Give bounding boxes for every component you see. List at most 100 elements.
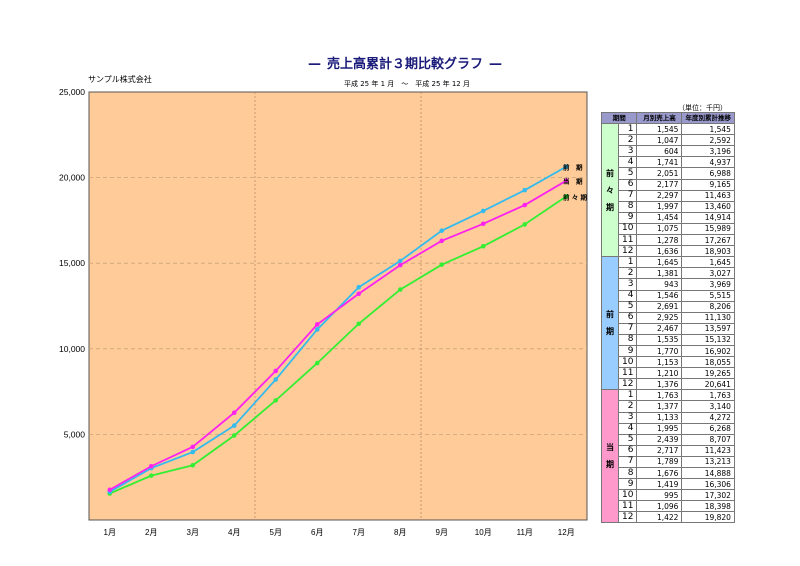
company-name: サンプル株式会社 [88, 75, 152, 84]
table-group-char: 期 [606, 202, 614, 212]
table-cell-cumulative: 13,597 [681, 322, 735, 335]
table-row: 12 1,636 18,903 [602, 245, 735, 258]
table-row: 前期 1 1,645 1,645 [601, 256, 735, 391]
series-point-0 [231, 433, 237, 438]
table-row: 当期 1 1,763 1,763 [601, 389, 735, 524]
table-cell-month: 10 [617, 222, 638, 236]
series-end-label: 前 期 [563, 163, 583, 172]
table-cell-monthly: 2,297 [636, 189, 683, 202]
table-row: 12 1,422 19,820 [602, 511, 735, 524]
table-row: 8 1,997 13,460 [602, 200, 735, 213]
table-group-char: 々 [606, 185, 614, 195]
table-row: 10 995 17,302 [602, 489, 735, 502]
table-cell-cumulative: 17,302 [681, 489, 735, 502]
table-cell-month: 7 [617, 455, 638, 469]
series-point-0 [397, 287, 403, 292]
table-cell-month: 9 [617, 211, 638, 224]
x-tick-label: 1月 [104, 528, 116, 537]
series-point-1 [397, 258, 403, 264]
table-cell-cumulative: 18,055 [681, 356, 735, 369]
x-tick-label: 12月 [558, 528, 575, 537]
table-cell-month: 6 [617, 311, 638, 324]
x-tick-label: 4月 [228, 528, 240, 537]
table-row: 2 1,381 3,027 [602, 267, 735, 280]
x-tick-label: 10月 [475, 528, 492, 537]
table-cell-month: 11 [617, 367, 638, 380]
table-cell-cumulative: 15,132 [681, 333, 735, 346]
table-cell-month: 12 [617, 378, 638, 391]
table-cell-month: 3 [617, 411, 638, 424]
table-cell-cumulative: 8,707 [681, 433, 735, 446]
table-cell-month: 7 [617, 322, 638, 335]
table-cell-monthly: 1,422 [636, 511, 683, 524]
table-cell-month: 3 [617, 278, 638, 291]
table-cell-cumulative: 6,268 [681, 422, 735, 435]
summary-table: 期間 月別売上高 年度別累計推移 前々期 1 1,545 1,545 2 1,047 2,5… [600, 111, 735, 524]
series-point-1 [563, 164, 569, 169]
table-cell-cumulative: 20,641 [681, 378, 735, 391]
table-cell-monthly: 2,717 [636, 444, 683, 457]
page-title: — 売上高累計３期比較グラフ — [300, 53, 510, 72]
table-cell-monthly: 943 [636, 278, 683, 291]
table-row: 3 943 3,969 [602, 278, 735, 291]
table-group-label: 当期 [601, 389, 619, 524]
table-row: 前々期 1 1,545 1,545 [601, 123, 735, 258]
table-cell-cumulative: 17,267 [681, 234, 735, 247]
table-cell-monthly: 2,051 [636, 167, 683, 180]
table-cell-monthly: 2,925 [636, 311, 683, 324]
series-point-2 [439, 238, 445, 244]
table-cell-monthly: 2,467 [636, 322, 683, 335]
table-cell-cumulative: 13,460 [681, 200, 735, 213]
series-point-0 [563, 194, 569, 199]
table-cell-monthly: 1,210 [636, 367, 683, 380]
table-cell-cumulative: 14,888 [681, 466, 735, 480]
x-tick-label: 9月 [436, 528, 448, 537]
series-point-2 [107, 487, 113, 493]
table-cell-cumulative: 11,423 [681, 444, 735, 457]
table-cell-monthly: 1,546 [636, 289, 683, 302]
x-tick-label: 8月 [394, 528, 406, 537]
table-row: 7 1,789 13,213 [602, 455, 735, 469]
x-tick-label: 3月 [187, 528, 199, 537]
table-row: 11 1,278 17,267 [602, 234, 735, 247]
table-row: 4 1,995 6,268 [602, 422, 735, 435]
x-tick-label: 5月 [270, 528, 282, 537]
x-tick-label: 7月 [353, 528, 365, 537]
table-row: 3 604 3,196 [602, 145, 735, 158]
table-row: 10 1,075 15,989 [602, 222, 735, 236]
table-cell-cumulative: 1,645 [681, 256, 735, 269]
table-cell-monthly: 1,535 [636, 333, 683, 346]
table-row: 2 1,047 2,592 [602, 134, 735, 147]
table-cell-cumulative: 9,165 [681, 178, 735, 191]
series-point-1 [314, 327, 320, 332]
table-cell-cumulative: 3,969 [681, 278, 735, 291]
table-cell-monthly: 1,153 [636, 356, 683, 369]
table-row: 5 2,051 6,988 [602, 167, 735, 180]
series-point-0 [522, 222, 528, 227]
series-point-2 [563, 178, 569, 183]
table-group-char: 前 [606, 310, 614, 320]
table-row: 6 2,925 11,130 [602, 311, 735, 324]
table-cell-monthly: 1,377 [636, 400, 683, 413]
series-point-2 [314, 322, 320, 327]
table-cell-cumulative: 13,213 [681, 455, 735, 469]
table-cell-cumulative: 16,306 [681, 478, 735, 491]
table-cell-month: 8 [617, 333, 638, 346]
table-cell-monthly: 1,741 [636, 156, 683, 169]
table-cell-cumulative: 16,902 [681, 344, 735, 358]
table-cell-cumulative: 3,196 [681, 145, 735, 158]
series-point-1 [522, 187, 528, 193]
table-cell-monthly: 2,439 [636, 433, 683, 446]
table-cell-monthly: 1,133 [636, 411, 683, 424]
table-cell-monthly: 1,676 [636, 466, 683, 480]
table-cell-month: 1 [617, 123, 638, 136]
table-cell-monthly: 1,995 [636, 422, 683, 435]
series-point-2 [273, 368, 279, 374]
series-point-2 [397, 262, 403, 268]
table-row: 8 1,676 14,888 [602, 466, 735, 480]
table-cell-cumulative: 6,988 [681, 167, 735, 180]
series-point-0 [439, 262, 445, 267]
table-group-char: 期 [606, 327, 614, 337]
series-line-2 [109, 179, 567, 491]
table-cell-month: 1 [617, 256, 638, 269]
